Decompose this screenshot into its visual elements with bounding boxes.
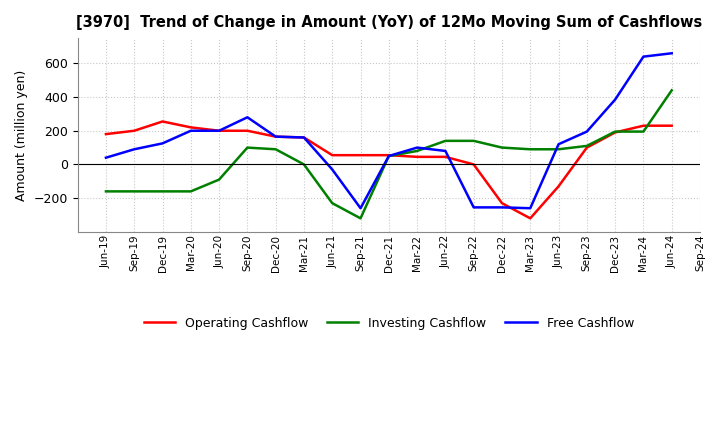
Operating Cashflow (554, 183, 563, 189)
Free Cashflow (554, 142, 563, 147)
Investing Cashflow (300, 162, 308, 167)
Free Cashflow (158, 141, 167, 146)
Operating Cashflow (243, 128, 252, 133)
Operating Cashflow (441, 154, 450, 159)
Operating Cashflow (102, 132, 110, 137)
Investing Cashflow (102, 189, 110, 194)
Operating Cashflow (413, 154, 421, 159)
Free Cashflow (215, 128, 223, 133)
Y-axis label: Amount (million yen): Amount (million yen) (15, 70, 28, 201)
Operating Cashflow (215, 128, 223, 133)
Investing Cashflow (667, 88, 676, 93)
Investing Cashflow (356, 216, 365, 221)
Operating Cashflow (271, 134, 280, 139)
Free Cashflow (271, 134, 280, 139)
Operating Cashflow (469, 162, 478, 167)
Free Cashflow (300, 135, 308, 140)
Free Cashflow (526, 205, 534, 211)
Free Cashflow (130, 147, 138, 152)
Investing Cashflow (582, 143, 591, 149)
Investing Cashflow (328, 201, 336, 206)
Investing Cashflow (611, 129, 619, 134)
Line: Free Cashflow: Free Cashflow (106, 53, 672, 208)
Free Cashflow (413, 145, 421, 150)
Operating Cashflow (328, 153, 336, 158)
Investing Cashflow (554, 147, 563, 152)
Investing Cashflow (243, 145, 252, 150)
Free Cashflow (384, 154, 393, 159)
Free Cashflow (639, 54, 648, 59)
Free Cashflow (667, 51, 676, 56)
Investing Cashflow (215, 177, 223, 182)
Operating Cashflow (384, 153, 393, 158)
Investing Cashflow (271, 147, 280, 152)
Investing Cashflow (186, 189, 195, 194)
Operating Cashflow (639, 123, 648, 128)
Investing Cashflow (384, 154, 393, 159)
Free Cashflow (328, 167, 336, 172)
Legend: Operating Cashflow, Investing Cashflow, Free Cashflow: Operating Cashflow, Investing Cashflow, … (139, 312, 639, 335)
Investing Cashflow (413, 148, 421, 154)
Line: Investing Cashflow: Investing Cashflow (106, 90, 672, 218)
Operating Cashflow (582, 145, 591, 150)
Operating Cashflow (526, 216, 534, 221)
Operating Cashflow (300, 135, 308, 140)
Operating Cashflow (158, 119, 167, 124)
Free Cashflow (102, 155, 110, 160)
Operating Cashflow (130, 128, 138, 133)
Investing Cashflow (441, 138, 450, 143)
Investing Cashflow (469, 138, 478, 143)
Investing Cashflow (130, 189, 138, 194)
Operating Cashflow (667, 123, 676, 128)
Investing Cashflow (158, 189, 167, 194)
Free Cashflow (441, 148, 450, 154)
Free Cashflow (186, 128, 195, 133)
Line: Operating Cashflow: Operating Cashflow (106, 121, 672, 218)
Operating Cashflow (356, 153, 365, 158)
Free Cashflow (356, 205, 365, 211)
Investing Cashflow (639, 129, 648, 134)
Investing Cashflow (498, 145, 506, 150)
Free Cashflow (469, 205, 478, 210)
Free Cashflow (582, 129, 591, 134)
Free Cashflow (498, 205, 506, 210)
Investing Cashflow (526, 147, 534, 152)
Operating Cashflow (611, 130, 619, 135)
Free Cashflow (243, 115, 252, 120)
Title: [3970]  Trend of Change in Amount (YoY) of 12Mo Moving Sum of Cashflows: [3970] Trend of Change in Amount (YoY) o… (76, 15, 702, 30)
Free Cashflow (611, 97, 619, 102)
Operating Cashflow (498, 201, 506, 206)
Operating Cashflow (186, 125, 195, 130)
